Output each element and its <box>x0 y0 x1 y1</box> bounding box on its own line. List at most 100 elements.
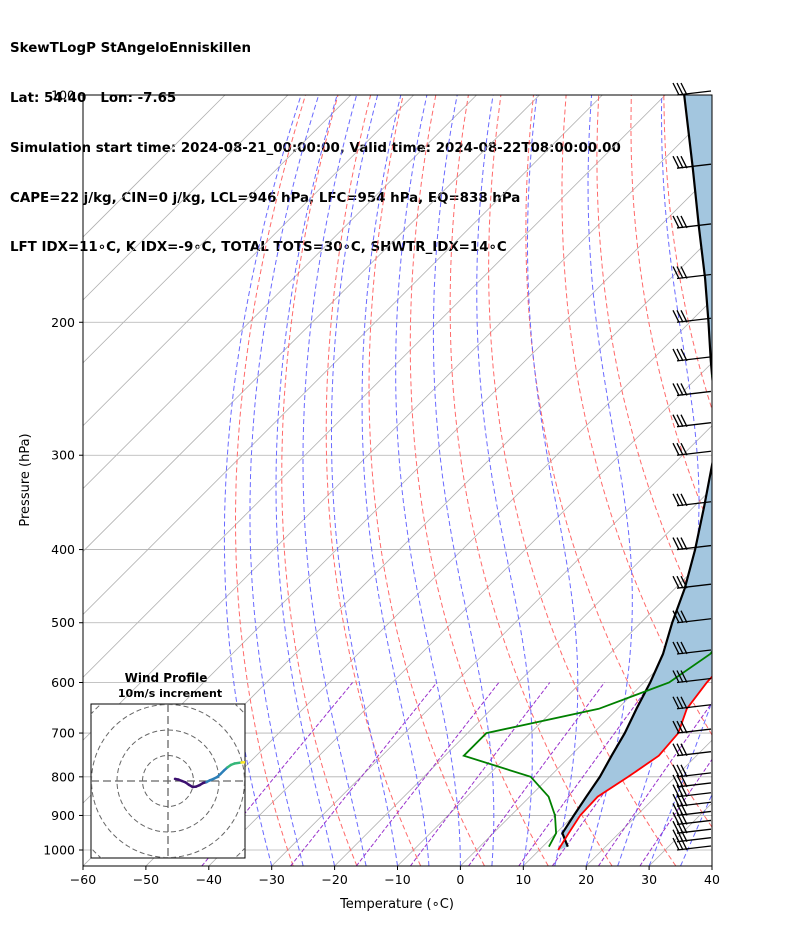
hodograph-ring <box>91 704 245 858</box>
mixing-ratio-line <box>409 682 551 866</box>
moist-adiabat-line <box>617 95 700 866</box>
wind-barb <box>672 215 712 229</box>
mixing-ratio-line <box>468 682 605 866</box>
isotherm-line <box>83 95 352 364</box>
index-text: LFT IDX=11∘C, K IDX=-9∘C, TOTAL TOTS=30∘… <box>10 240 507 256</box>
isotherm-line <box>648 802 712 866</box>
mixing-ratio-line <box>597 701 712 866</box>
x-tick-label: 40 <box>704 872 720 887</box>
dry-adiabat-line <box>368 95 485 866</box>
wind-barb <box>672 266 712 280</box>
mixing-ratio-line <box>518 682 653 866</box>
moist-adiabat-line <box>302 95 367 866</box>
cape-text: CAPE=22 j/kg, CIN=0 j/kg, LCL=946 hPa, L… <box>10 190 521 206</box>
y-tick-label: 100 <box>51 88 75 103</box>
dry-adiabat-line <box>762 95 794 866</box>
y-tick-label: 500 <box>51 615 75 630</box>
wind-barb <box>672 774 712 788</box>
dry-adiabat-line <box>488 95 677 866</box>
mixing-ratio-line <box>290 682 438 866</box>
wind-barb <box>672 348 712 362</box>
hodograph-subtitle: 10m/s increment <box>118 687 222 700</box>
y-tick-label: 300 <box>51 448 75 463</box>
wind-barb <box>672 743 712 757</box>
station-title: SkewTLogP StAngeloEnniskillen <box>10 41 252 57</box>
dry-adiabat-line <box>235 95 306 866</box>
wind-barb <box>672 155 712 169</box>
wind-barb <box>672 537 712 551</box>
x-tick-label: −20 <box>321 872 347 887</box>
isotherm-line <box>145 299 712 866</box>
y-tick-label: 600 <box>51 675 75 690</box>
temperature-line <box>557 675 712 851</box>
moist-adiabat-line <box>432 95 495 866</box>
moist-adiabat-line <box>648 699 712 866</box>
moist-adiabat-line <box>585 95 633 866</box>
moist-adiabat-line <box>395 95 461 866</box>
wind-barb <box>672 641 712 655</box>
isotherm-line <box>271 425 712 866</box>
y-tick-label: 900 <box>51 808 75 823</box>
moist-adiabat-line <box>331 95 398 866</box>
moist-adiabat-line <box>361 95 430 866</box>
isotherm-line <box>83 95 289 301</box>
parcel-profile-line <box>561 95 712 848</box>
dry-adiabat-line <box>409 95 549 866</box>
wind-barb <box>672 575 712 589</box>
y-tick-label: 1000 <box>43 843 75 858</box>
wind-barb <box>672 764 712 778</box>
isotherm-line <box>83 95 603 615</box>
moist-adiabat-line <box>476 95 533 866</box>
x-tick-label: −30 <box>259 872 285 887</box>
y-tick-label: 200 <box>51 315 75 330</box>
moist-adiabat-line <box>223 95 302 866</box>
y-tick-label: 800 <box>51 769 75 784</box>
wind-barb <box>672 442 712 456</box>
dry-adiabat-line <box>729 95 794 866</box>
dry-adiabat-line <box>663 95 712 411</box>
chart-header: SkewTLogP StAngeloEnniskillen Lat: 54.40… <box>10 8 621 274</box>
wind-barb <box>672 383 712 397</box>
wind-barb <box>672 309 712 323</box>
isotherm-line <box>397 550 712 866</box>
x-tick-label: −60 <box>70 872 96 887</box>
cape-shading <box>558 95 712 850</box>
isotherm-line <box>334 488 712 866</box>
hodograph-title: Wind Profile <box>125 671 208 685</box>
isotherm-line <box>83 95 540 553</box>
dry-adiabat-line <box>596 95 712 639</box>
y-tick-label: 700 <box>51 726 75 741</box>
x-tick-label: −40 <box>196 872 222 887</box>
x-tick-label: 10 <box>515 872 531 887</box>
wind-barb <box>672 610 712 624</box>
wind-barb <box>672 414 712 428</box>
x-tick-label: −10 <box>384 872 410 887</box>
time-text: Simulation start time: 2024-08-21_00:00:… <box>10 140 621 156</box>
isotherm-line <box>711 865 712 866</box>
moist-adiabat-line <box>275 95 338 866</box>
wind-barb <box>672 670 712 684</box>
isotherm-line <box>83 95 477 490</box>
x-tick-label: 0 <box>456 872 464 887</box>
isotherm-line <box>83 95 666 678</box>
x-axis-label: Temperature (∘C) <box>339 897 454 912</box>
isotherm-line <box>83 95 226 238</box>
wind-barb <box>672 720 712 734</box>
y-tick-label: 400 <box>51 542 75 557</box>
wind-profile-hodograph: Wind Profile 10m/s increment <box>90 671 246 859</box>
x-tick-label: 30 <box>641 872 657 887</box>
mixing-ratio-line <box>355 682 500 866</box>
dry-adiabat-line <box>281 95 358 866</box>
x-tick-label: −50 <box>133 872 159 887</box>
dewpoint-line <box>462 374 712 848</box>
moist-adiabat-line <box>249 95 320 866</box>
moist-adiabat-line <box>527 95 579 866</box>
isotherm-line <box>83 95 414 427</box>
isotherm-line <box>460 613 712 866</box>
wind-barb <box>672 82 712 96</box>
y-axis-label: Pressure (hPa) <box>18 433 33 526</box>
x-tick-label: 20 <box>578 872 594 887</box>
moist-adiabat-line <box>711 864 712 866</box>
wind-barb <box>672 696 712 710</box>
